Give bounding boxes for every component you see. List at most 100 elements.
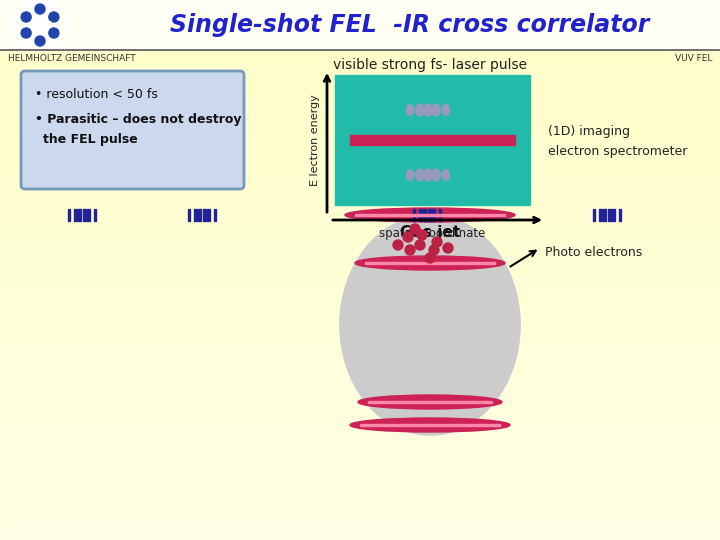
Bar bbox=[0, 9, 720, 10]
Bar bbox=[0, 523, 720, 524]
Bar bbox=[0, 146, 720, 147]
Bar bbox=[0, 229, 720, 230]
Bar bbox=[0, 448, 720, 449]
Bar bbox=[0, 114, 720, 115]
Bar bbox=[0, 486, 720, 487]
Bar bbox=[0, 336, 720, 337]
Bar bbox=[0, 116, 720, 117]
Bar bbox=[0, 0, 720, 50]
Bar bbox=[0, 422, 720, 423]
Bar bbox=[0, 365, 720, 366]
Bar bbox=[0, 123, 720, 124]
Bar bbox=[0, 364, 720, 365]
Bar bbox=[0, 477, 720, 478]
Bar bbox=[0, 84, 720, 85]
Bar bbox=[0, 8, 720, 9]
Bar bbox=[0, 502, 720, 503]
Bar bbox=[0, 141, 720, 142]
Bar bbox=[78, 208, 81, 221]
Bar bbox=[0, 20, 720, 21]
Bar bbox=[0, 63, 720, 64]
Bar bbox=[0, 71, 720, 72]
Bar bbox=[0, 39, 720, 40]
Bar bbox=[0, 451, 720, 452]
Bar bbox=[0, 50, 720, 51]
Bar bbox=[0, 77, 720, 78]
Bar bbox=[0, 479, 720, 480]
Bar bbox=[0, 97, 720, 98]
Text: • resolution < 50 fs: • resolution < 50 fs bbox=[35, 89, 158, 102]
Bar bbox=[0, 98, 720, 99]
Bar bbox=[423, 208, 426, 221]
Bar bbox=[0, 437, 720, 438]
Bar bbox=[0, 386, 720, 387]
Bar bbox=[0, 148, 720, 149]
Bar bbox=[0, 164, 720, 165]
Bar bbox=[0, 338, 720, 339]
Bar bbox=[0, 125, 720, 126]
Bar bbox=[0, 497, 720, 498]
Bar bbox=[0, 176, 720, 177]
Bar bbox=[0, 95, 720, 96]
Bar bbox=[0, 231, 720, 232]
Bar bbox=[0, 216, 720, 217]
Bar bbox=[0, 467, 720, 468]
Bar bbox=[350, 135, 515, 145]
Bar bbox=[0, 51, 720, 52]
Bar bbox=[0, 241, 720, 242]
Bar bbox=[0, 428, 720, 429]
Bar bbox=[0, 313, 720, 314]
Bar bbox=[0, 253, 720, 254]
Bar bbox=[0, 225, 720, 226]
Circle shape bbox=[405, 245, 415, 255]
Bar bbox=[0, 266, 720, 267]
Bar bbox=[0, 89, 720, 90]
Bar bbox=[0, 277, 720, 278]
Bar bbox=[0, 41, 720, 42]
Bar bbox=[0, 420, 720, 421]
Bar bbox=[0, 533, 720, 534]
Bar bbox=[0, 74, 720, 75]
Bar bbox=[0, 204, 720, 205]
Bar bbox=[0, 222, 720, 223]
Circle shape bbox=[429, 245, 439, 255]
Bar bbox=[0, 268, 720, 269]
Bar bbox=[0, 481, 720, 482]
Bar bbox=[0, 439, 720, 440]
Bar bbox=[0, 251, 720, 252]
Bar bbox=[0, 72, 720, 73]
Bar bbox=[0, 340, 720, 341]
Bar bbox=[0, 202, 720, 203]
Bar bbox=[0, 192, 720, 193]
Bar bbox=[0, 518, 720, 519]
Bar bbox=[0, 444, 720, 445]
Bar bbox=[0, 355, 720, 356]
Bar bbox=[0, 406, 720, 407]
Bar bbox=[0, 128, 720, 129]
Circle shape bbox=[35, 36, 45, 46]
Bar bbox=[0, 159, 720, 160]
Bar bbox=[0, 182, 720, 183]
Bar bbox=[0, 419, 720, 420]
Bar bbox=[0, 275, 720, 276]
Bar bbox=[0, 11, 720, 12]
Bar bbox=[0, 322, 720, 323]
Bar bbox=[0, 359, 720, 360]
Bar bbox=[0, 185, 720, 186]
Bar bbox=[0, 484, 720, 485]
Bar bbox=[68, 210, 70, 220]
Bar bbox=[0, 283, 720, 284]
Bar bbox=[0, 191, 720, 192]
Bar bbox=[0, 115, 720, 116]
Bar bbox=[0, 304, 720, 305]
Bar bbox=[0, 149, 720, 150]
Bar bbox=[0, 491, 720, 492]
Bar bbox=[0, 306, 720, 307]
Bar bbox=[0, 434, 720, 435]
Bar bbox=[0, 16, 720, 17]
Bar bbox=[0, 261, 720, 262]
Bar bbox=[0, 65, 720, 66]
Bar bbox=[0, 198, 720, 199]
Bar bbox=[0, 37, 720, 38]
Bar bbox=[0, 354, 720, 355]
